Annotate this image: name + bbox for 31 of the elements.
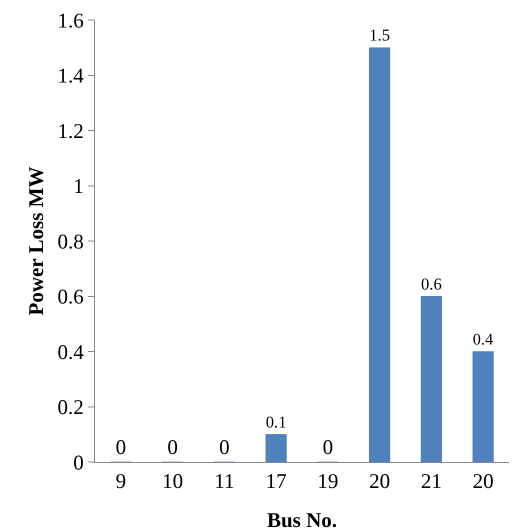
x-tick-label: 11 (214, 469, 234, 494)
x-tick-label: 10 (162, 469, 184, 494)
x-axis-title: Bus No. (266, 508, 338, 532)
y-tick-label: 0 (73, 450, 84, 474)
x-tick-label: 19 (317, 469, 338, 494)
data-label: 0.6 (421, 274, 442, 294)
y-tick-label: 0.6 (58, 284, 84, 309)
y-tick-label: 0.8 (58, 229, 84, 254)
data-label: 0.4 (472, 330, 494, 349)
x-tick-label: 21 (420, 469, 442, 494)
y-tick-label: 1.6 (58, 8, 84, 32)
data-label: 0 (322, 435, 334, 459)
y-tick-label: 0.2 (58, 395, 84, 420)
x-tick-label: 17 (266, 469, 287, 494)
x-tick-label: 9 (116, 469, 126, 494)
data-label: 0 (116, 435, 126, 459)
data-label: 1.5 (369, 26, 390, 45)
bar (472, 351, 494, 462)
bar (266, 434, 287, 462)
bar (369, 47, 390, 462)
y-tick-label: 1 (73, 174, 84, 198)
x-tick-label: 20 (472, 469, 494, 494)
x-tick-label: 20 (369, 469, 390, 494)
data-label: 0 (219, 435, 230, 459)
data-label: 0 (167, 435, 178, 459)
y-tick-label: 1.4 (58, 64, 84, 88)
data-label: 0.1 (266, 412, 286, 432)
y-tick-label: 0.4 (58, 340, 84, 364)
y-axis-title: Power Loss MW (24, 166, 48, 316)
bar (420, 296, 442, 462)
y-tick-label: 1.2 (58, 118, 84, 143)
